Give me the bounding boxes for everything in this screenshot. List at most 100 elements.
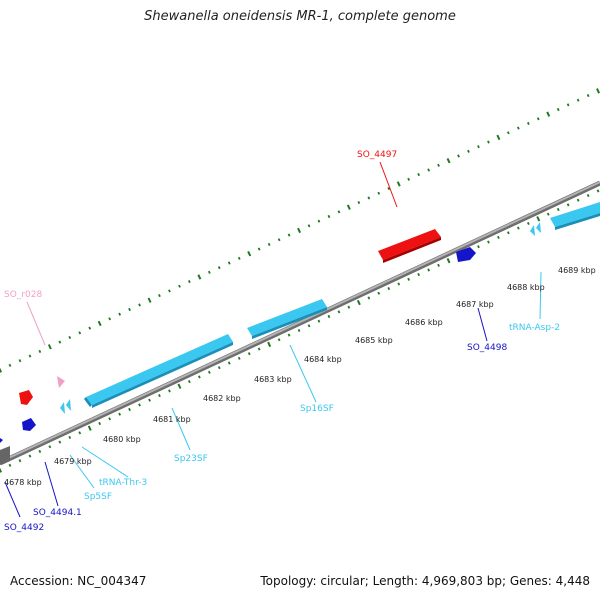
tick-mark — [108, 317, 112, 321]
genome-summary-text: Topology: circular; Length: 4,969,803 bp… — [260, 574, 590, 588]
tick-mark — [18, 459, 22, 463]
tick-mark — [387, 287, 391, 291]
leader-lines — [4, 161, 542, 518]
tick-mark — [506, 131, 510, 135]
tick-mark — [596, 88, 600, 94]
tick-mark — [138, 403, 141, 407]
feature-sp16sf[interactable] — [247, 299, 327, 339]
gene-label-trna-asp-2[interactable]: tRNA-Asp-2 — [509, 323, 560, 333]
tick-mark — [586, 194, 590, 198]
tick-mark — [88, 326, 92, 330]
ruler-label: 4687 kbp — [456, 300, 494, 309]
tick-mark — [227, 361, 231, 365]
upper-tick-track — [0, 88, 600, 373]
tick-mark — [158, 294, 161, 298]
tick-mark — [446, 257, 451, 264]
tick-mark — [48, 445, 52, 449]
feature-cds-right[interactable] — [550, 202, 600, 230]
feature-trna-pair-left[interactable] — [60, 399, 71, 414]
gene-label-so4498[interactable]: SO_4498 — [467, 343, 507, 353]
tick-mark — [0, 467, 3, 473]
gene-label-sor028[interactable]: SO_r028 — [4, 290, 42, 300]
tick-mark — [237, 356, 241, 360]
tick-mark — [197, 375, 201, 379]
tick-mark — [327, 214, 331, 219]
tick-mark — [247, 250, 252, 257]
ruler-labels: 4678 kbp 4679 kbp 4680 kbp 4681 kbp 4682… — [4, 266, 596, 487]
tick-mark — [556, 107, 560, 112]
tick-mark — [596, 189, 600, 193]
ruler-label: 4682 kbp — [203, 394, 241, 403]
tick-mark — [317, 219, 321, 223]
tick-mark — [78, 431, 82, 435]
tick-mark — [97, 320, 102, 327]
tick-mark — [78, 331, 82, 335]
tick-mark — [516, 226, 520, 230]
tick-mark — [267, 242, 271, 246]
gene-label-trna-thr-3[interactable]: tRNA-Thr-3 — [99, 478, 147, 488]
feature-red-small[interactable] — [19, 390, 33, 405]
tick-mark — [28, 454, 32, 458]
tick-mark — [496, 134, 501, 141]
feature-trna-pair-right[interactable] — [530, 222, 541, 236]
gene-label-sp23sf[interactable]: Sp23SF — [174, 454, 208, 464]
tick-mark — [417, 273, 421, 277]
tick-mark — [287, 233, 291, 237]
tick-mark — [437, 163, 440, 167]
ruler-label: 4680 kbp — [103, 435, 141, 444]
tick-mark — [207, 270, 211, 274]
tick-mark — [377, 191, 381, 195]
gene-label-sp16sf[interactable]: Sp16SF — [300, 404, 334, 414]
ruler-label: 4681 kbp — [153, 415, 191, 424]
tick-mark — [347, 305, 351, 309]
tick-mark — [556, 207, 560, 212]
tick-mark — [128, 407, 131, 412]
tick-mark — [346, 204, 351, 210]
gene-label-so44941[interactable]: SO_4494.1 — [33, 508, 82, 518]
tick-mark — [407, 177, 411, 181]
tick-mark — [87, 425, 92, 431]
tick-mark — [68, 435, 72, 439]
feature-so44941[interactable] — [22, 418, 36, 431]
tick-mark — [187, 380, 191, 384]
feature-sp23sf[interactable] — [84, 334, 233, 408]
tick-mark — [118, 412, 122, 416]
tick-mark — [337, 210, 341, 214]
map-title: Shewanella oneidensis MR-1, complete gen… — [144, 9, 456, 24]
tick-mark — [277, 238, 281, 242]
tick-mark — [497, 235, 500, 239]
feature-so4492[interactable] — [0, 438, 3, 443]
gene-label-so4492[interactable]: SO_4492 — [4, 523, 44, 533]
tick-mark — [217, 266, 221, 270]
tick-mark — [147, 297, 152, 303]
tick-mark — [257, 347, 261, 351]
tick-mark — [207, 370, 211, 374]
ruler-label: 4684 kbp — [304, 355, 342, 364]
gene-label-so4497[interactable]: SO_4497 — [357, 150, 397, 160]
tick-mark — [47, 344, 52, 350]
gene-label-sp5sf[interactable]: Sp5SF — [84, 492, 112, 502]
tick-mark — [417, 173, 421, 177]
tick-mark — [98, 421, 102, 426]
tick-mark — [108, 417, 112, 421]
tick-mark — [396, 181, 401, 187]
ruler-label: 4678 kbp — [4, 478, 42, 487]
tick-mark — [387, 187, 391, 191]
feature-so4498[interactable] — [456, 247, 476, 262]
ruler-label: 4679 kbp — [54, 457, 92, 466]
tick-mark — [168, 389, 171, 393]
tick-mark — [397, 282, 401, 286]
tick-mark — [0, 367, 3, 373]
tick-mark — [178, 284, 181, 288]
feature-so4497[interactable] — [378, 229, 441, 263]
tick-mark — [177, 383, 182, 389]
tick-mark — [18, 359, 22, 363]
tick-mark — [367, 196, 371, 200]
tick-mark — [506, 231, 510, 235]
feature-sor028[interactable] — [57, 376, 65, 388]
tick-mark — [576, 198, 580, 202]
tick-mark — [477, 145, 480, 149]
ruler-label: 4686 kbp — [405, 318, 443, 327]
tick-mark — [526, 221, 530, 225]
